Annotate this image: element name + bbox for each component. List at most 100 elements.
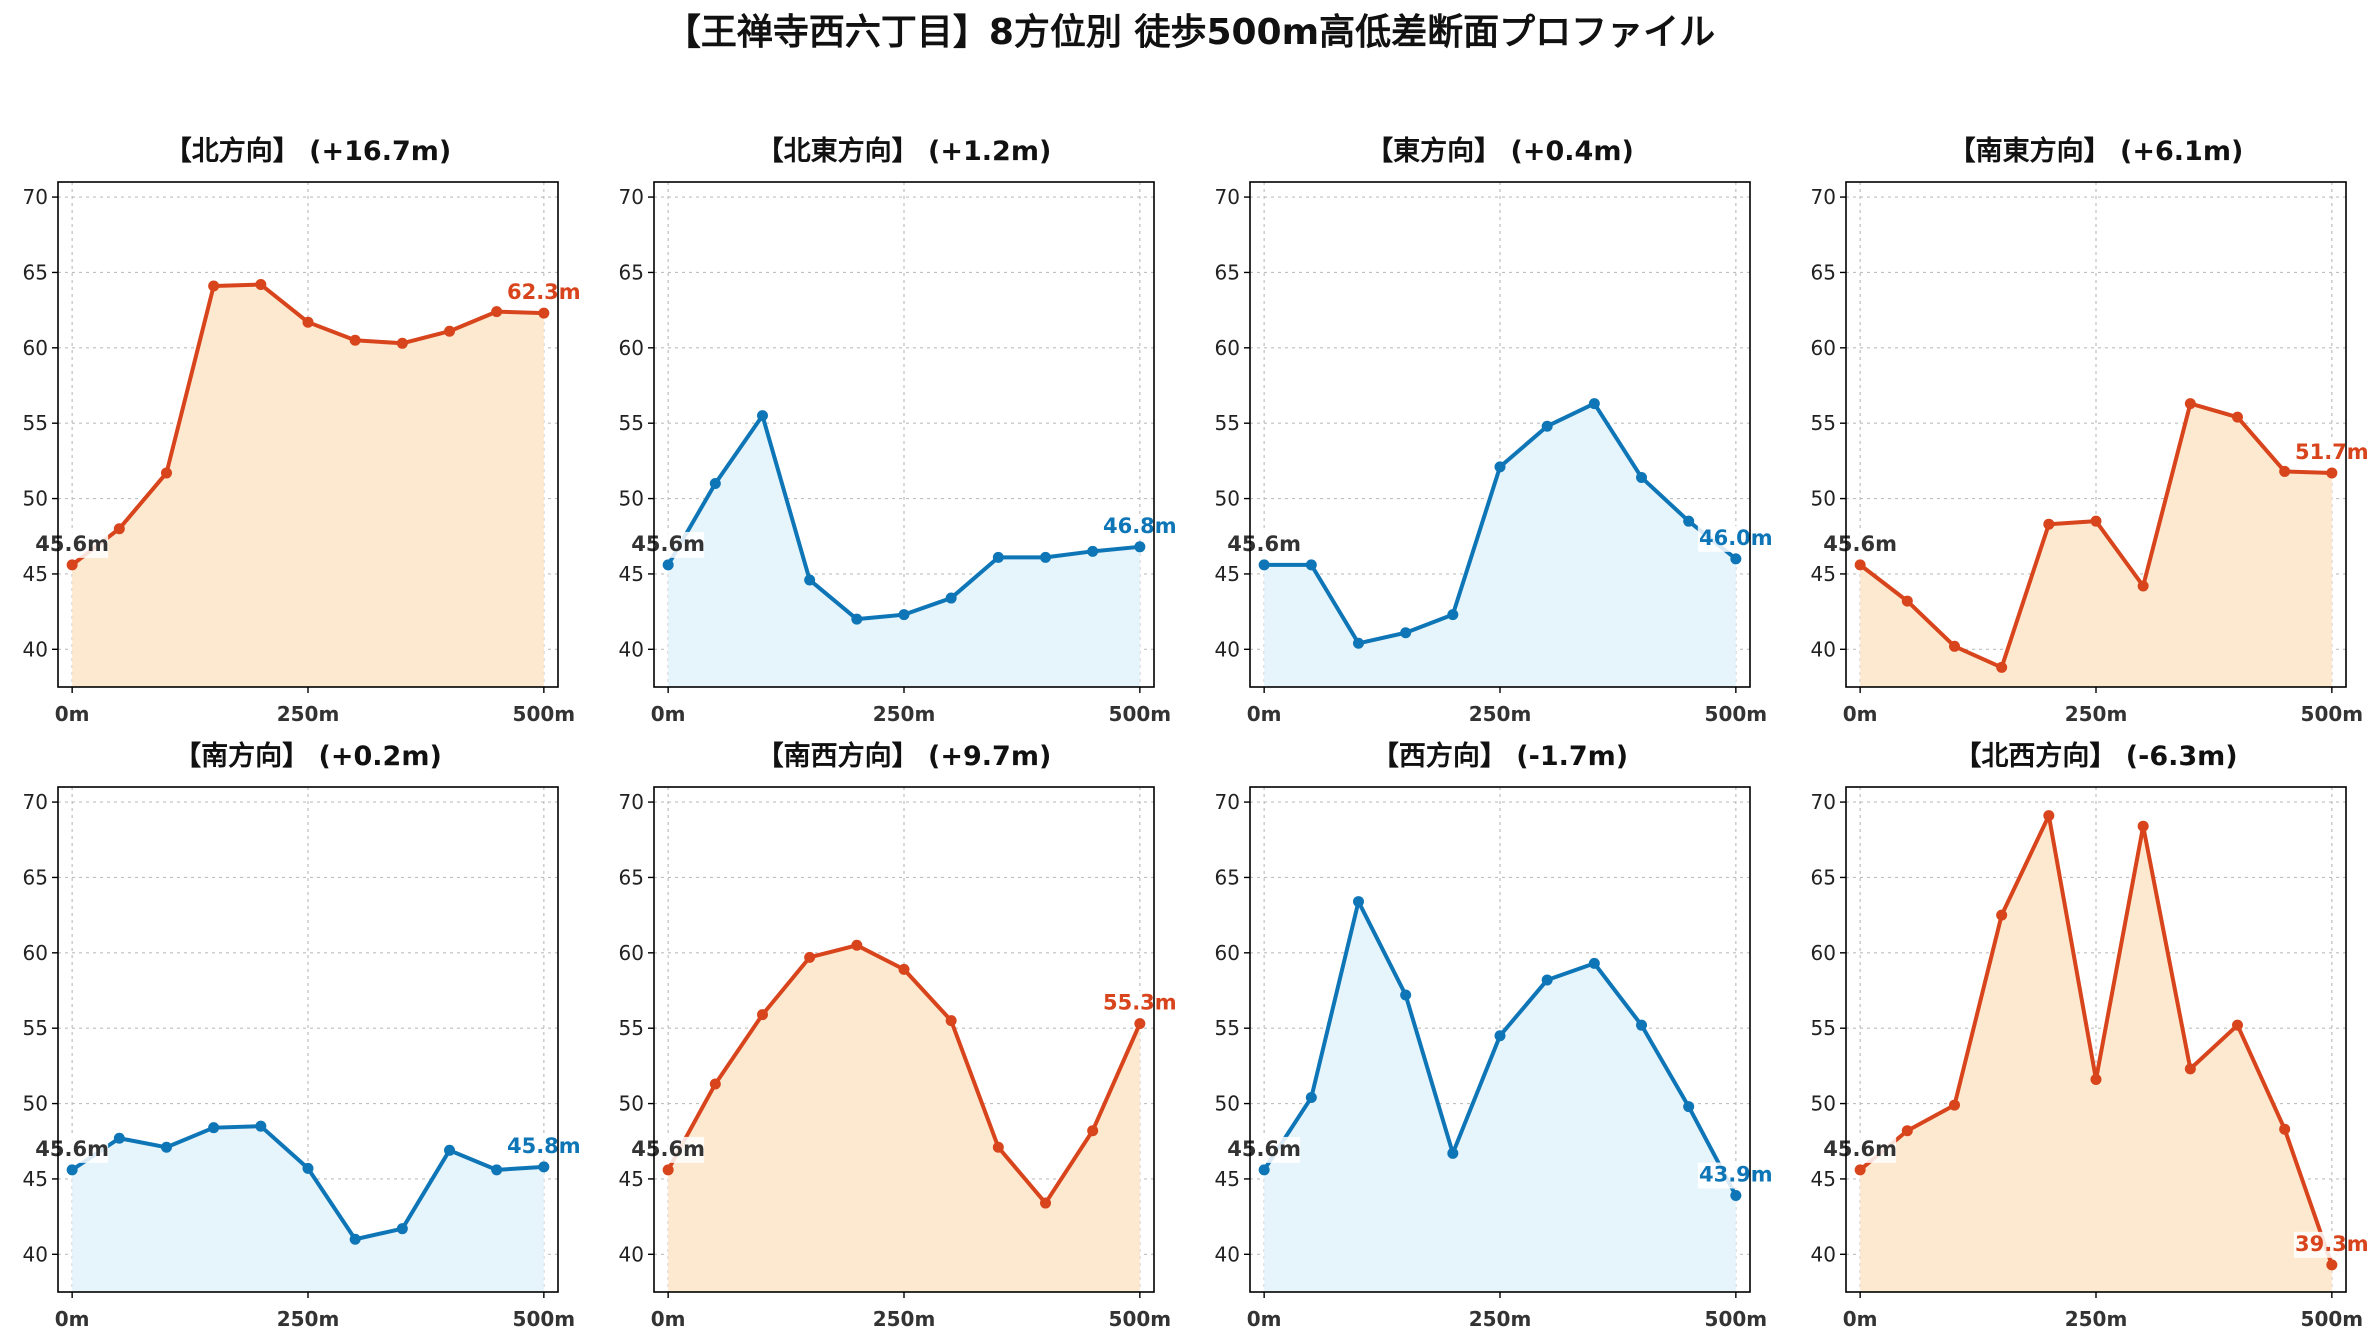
- y-tick-label: 50: [619, 487, 644, 511]
- data-point: [1901, 595, 1913, 607]
- elevation-area: [1860, 403, 2332, 687]
- y-tick-label: 50: [1811, 1092, 1836, 1116]
- x-tick-label: 250m: [1469, 1307, 1532, 1331]
- y-tick-label: 55: [1215, 411, 1240, 435]
- end-elevation-label: 39.3m: [2295, 1232, 2369, 1256]
- data-point: [1258, 1164, 1270, 1176]
- y-tick-label: 45: [23, 562, 48, 586]
- panel-2: 【北東方向】 (+1.2m) 40 45 50 55 60 65 70 0m 250m 500m 45…: [619, 135, 1178, 726]
- plot-frame: [653, 181, 1155, 688]
- data-point: [1447, 1147, 1459, 1159]
- x-tick-label: 500m: [1109, 702, 1172, 726]
- data-point: [1854, 1164, 1866, 1176]
- y-tick-label: 70: [619, 185, 644, 209]
- data-point: [255, 279, 267, 291]
- x-tick-label: 0m: [1843, 1307, 1878, 1331]
- y-tick-label: 70: [619, 790, 644, 814]
- data-point: [992, 1141, 1004, 1153]
- x-tick-label: 500m: [513, 702, 576, 726]
- y-tick-label: 55: [619, 1016, 644, 1040]
- data-point: [113, 523, 125, 535]
- data-point: [2279, 465, 2291, 477]
- data-point: [208, 1122, 220, 1134]
- data-point: [1305, 1092, 1317, 1104]
- data-point: [756, 1009, 768, 1021]
- data-point: [1087, 545, 1099, 557]
- start-elevation-label: 45.6m: [1823, 1137, 1897, 1161]
- panel-4: 【南東方向】 (+6.1m) 40 45 50 55 60 65 70 0m 250m 500m 45…: [1811, 135, 2370, 726]
- data-point: [66, 1164, 78, 1176]
- y-tick-label: 60: [23, 941, 48, 965]
- elevation-area: [1264, 403, 1736, 687]
- y-tick-label: 65: [619, 260, 644, 284]
- y-tick-label: 70: [1215, 185, 1240, 209]
- data-point: [709, 1078, 721, 1090]
- end-label-bg: [1697, 1162, 1774, 1189]
- x-tick-label: 500m: [1109, 1307, 1172, 1331]
- y-tick-label: 40: [23, 1242, 48, 1266]
- x-tick-label: 0m: [55, 702, 90, 726]
- start-elevation-label: 45.6m: [1823, 532, 1897, 556]
- data-point: [992, 551, 1004, 563]
- end-label-bg: [1101, 513, 1178, 540]
- end-elevation-label: 55.3m: [1103, 991, 1177, 1015]
- data-point: [255, 1120, 267, 1132]
- y-tick-label: 70: [23, 185, 48, 209]
- data-point: [2043, 518, 2055, 530]
- y-tick-label: 40: [1215, 637, 1240, 661]
- plot-frame: [57, 181, 559, 688]
- y-tick-label: 65: [1215, 865, 1240, 889]
- data-point: [2232, 411, 2244, 423]
- elevation-area: [1264, 901, 1736, 1292]
- data-point: [2279, 1123, 2291, 1135]
- y-tick-label: 40: [1215, 1242, 1240, 1266]
- y-tick-label: 55: [23, 1016, 48, 1040]
- data-point: [160, 1141, 172, 1153]
- x-tick-label: 0m: [1843, 702, 1878, 726]
- x-tick-label: 500m: [2301, 1307, 2364, 1331]
- y-tick-label: 70: [1811, 790, 1836, 814]
- start-label-bg: [632, 531, 705, 558]
- y-tick-label: 65: [1811, 865, 1836, 889]
- data-point: [444, 1144, 456, 1156]
- data-point: [538, 1161, 550, 1173]
- data-point: [1730, 1190, 1742, 1202]
- data-point: [2326, 1259, 2338, 1271]
- data-point: [396, 1223, 408, 1235]
- y-tick-label: 45: [1215, 1167, 1240, 1191]
- y-tick-label: 60: [1811, 336, 1836, 360]
- data-point: [851, 939, 863, 951]
- data-point: [491, 1164, 503, 1176]
- data-point: [1494, 1030, 1506, 1042]
- data-point: [756, 410, 768, 422]
- data-point: [898, 963, 910, 975]
- y-tick-label: 45: [1811, 1167, 1836, 1191]
- data-point: [1541, 420, 1553, 432]
- data-point: [1588, 398, 1600, 410]
- start-label-bg: [632, 1136, 705, 1163]
- y-tick-label: 40: [23, 637, 48, 661]
- data-point: [1400, 989, 1412, 1001]
- elevation-area: [668, 415, 1140, 687]
- end-label-bg: [1101, 990, 1178, 1017]
- data-point: [160, 467, 172, 479]
- data-point: [2090, 1073, 2102, 1085]
- end-label-bg: [505, 1133, 582, 1160]
- data-point: [1996, 661, 2008, 673]
- end-label-bg: [2293, 439, 2370, 466]
- y-tick-label: 60: [619, 941, 644, 965]
- data-point: [1730, 553, 1742, 565]
- y-tick-label: 50: [23, 1092, 48, 1116]
- data-point: [1854, 559, 1866, 571]
- data-point: [662, 559, 674, 571]
- panel-title: 【北方向】 (+16.7m): [165, 135, 451, 167]
- end-elevation-label: 51.7m: [2295, 440, 2369, 464]
- elevation-area: [72, 1126, 544, 1292]
- data-point: [2184, 1063, 2196, 1075]
- data-point: [444, 325, 456, 337]
- panel-title: 【南方向】 (+0.2m): [174, 740, 442, 772]
- panel-5: 【南方向】 (+0.2m) 40 45 50 55 60 65 70 0m 250m 500m 45.…: [23, 740, 582, 1331]
- data-point: [2184, 398, 2196, 410]
- end-label-bg: [2293, 1231, 2370, 1258]
- data-point: [1996, 909, 2008, 921]
